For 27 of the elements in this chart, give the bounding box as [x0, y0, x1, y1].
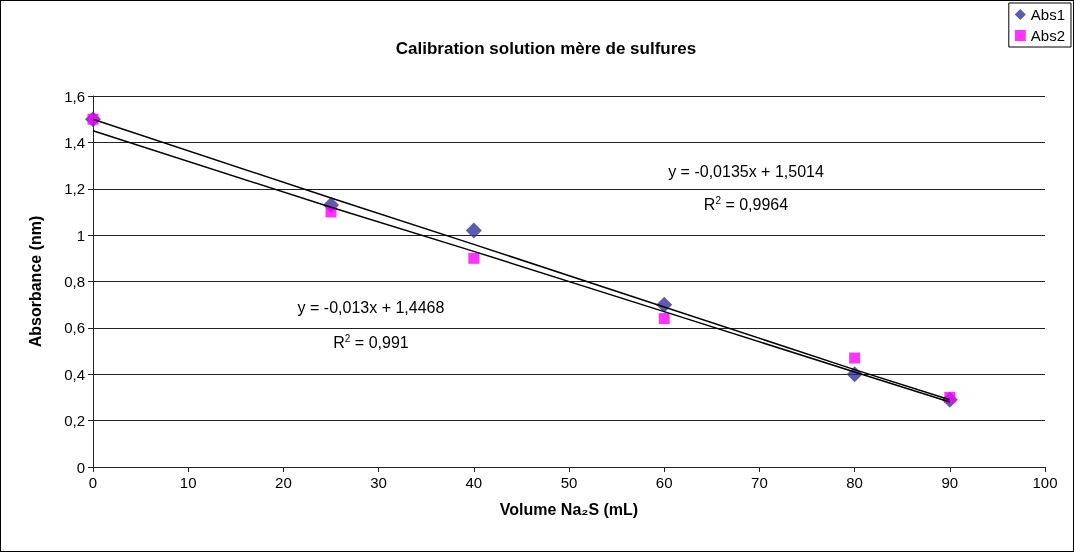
- x-tick-label: 70: [751, 474, 768, 491]
- y-tick-label: 0: [76, 458, 85, 476]
- y-tick-label: 0,2: [64, 412, 85, 430]
- x-tick-label: 0: [88, 474, 98, 491]
- legend-label: Abs2: [1030, 27, 1066, 44]
- y-tick-label: 1,2: [64, 180, 85, 198]
- y-tick-label: 0,8: [64, 273, 85, 290]
- chart-title: Calibration solution mère de sulfures: [395, 39, 697, 58]
- annotation: y = -0,0135x + 1,5014: [668, 162, 824, 180]
- x-tick-label: 60: [655, 474, 673, 491]
- x-tick-label: 30: [370, 474, 387, 491]
- annotation: y = -0,013x + 1,4468: [297, 298, 445, 316]
- x-tick-label: 80: [846, 474, 863, 491]
- x-tick-label: 90: [941, 474, 959, 491]
- legend-label: Abs1: [1030, 6, 1066, 23]
- y-tick-label: 1,6: [64, 87, 85, 105]
- y-tick-label: 0,6: [64, 319, 85, 337]
- x-tick-label: 100: [1032, 474, 1058, 491]
- x-tick-label: 50: [560, 474, 578, 491]
- x-axis-title: Volume Na₂S (mL): [499, 500, 639, 518]
- x-tick-label: 40: [465, 474, 483, 491]
- y-tick-label: 0,4: [64, 365, 85, 383]
- x-tick-label: 10: [179, 474, 197, 491]
- x-tick-label: 20: [275, 474, 292, 491]
- y-tick-label: 1,4: [64, 133, 85, 151]
- y-tick-label: 1: [76, 226, 85, 244]
- y-axis-title: Absorbance (nm): [26, 215, 44, 348]
